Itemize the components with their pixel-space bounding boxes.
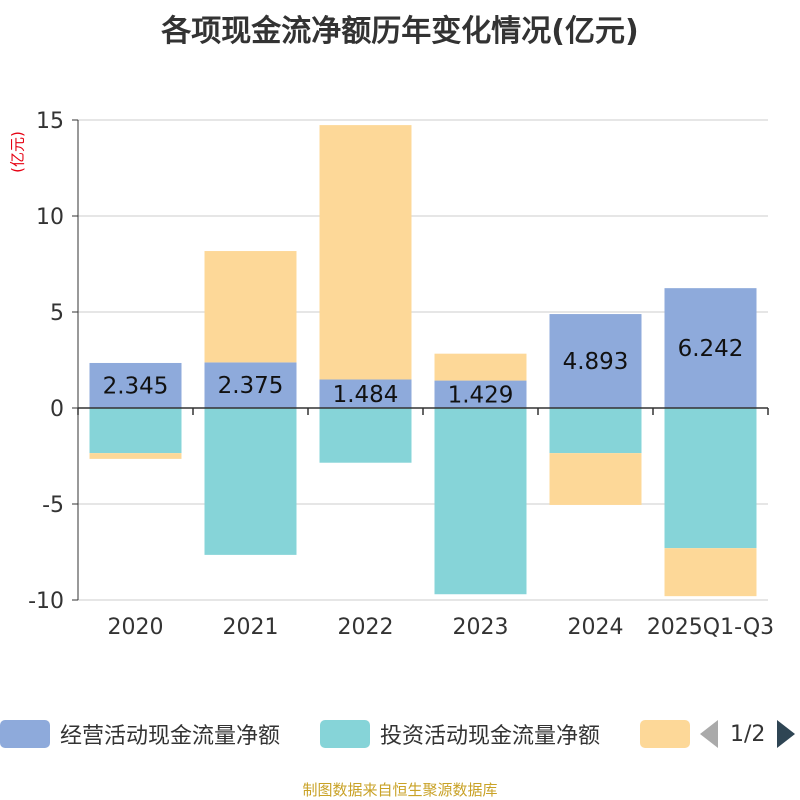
legend-item-financing[interactable]	[640, 716, 690, 752]
x-tick-label: 2022	[338, 615, 394, 640]
bar-operating-2025Q1-Q3	[664, 288, 757, 408]
legend-label: 投资活动现金流量净额	[380, 724, 601, 749]
bar-financing-2024	[549, 453, 642, 505]
bar-operating-2020	[89, 362, 182, 408]
bar-operating-2024	[549, 314, 642, 408]
y-tick-label: -10	[28, 589, 64, 614]
bar-investing-2023	[434, 408, 527, 595]
legend-swatch	[640, 720, 690, 748]
data-label: 6.242	[678, 336, 744, 362]
bar-operating-2021	[204, 362, 297, 408]
bar-investing-2020	[89, 408, 182, 454]
bar-operating-2022	[319, 379, 412, 408]
data-label: 2.345	[103, 373, 169, 399]
data-label: 2.375	[218, 373, 284, 399]
prev-page-icon[interactable]	[700, 720, 718, 748]
data-source: 制图数据来自恒生聚源数据库	[302, 781, 498, 799]
bar-chart: -10 -5 0 5 10 15 2.345 2.375 1.484 1.429 4.893 6.24…	[28, 109, 774, 640]
legend-swatch	[0, 720, 50, 748]
legend-pager: 1/2	[700, 716, 796, 752]
y-tick-label: 5	[50, 301, 64, 326]
bar-financing-2025Q1-Q3	[664, 548, 757, 597]
bar-financing-2023	[434, 353, 527, 381]
bar-operating-2023	[434, 380, 527, 408]
y-tick-label: -5	[42, 493, 64, 518]
chart-title: 各项现金流净额历年变化情况(亿元)	[161, 14, 639, 49]
legend-item-operating[interactable]: 经营活动现金流量净额	[0, 716, 280, 752]
data-label: 1.484	[333, 382, 399, 408]
legend-swatch	[320, 720, 370, 748]
x-tick-label: 2020	[108, 615, 164, 640]
y-tick-label: 15	[36, 109, 64, 134]
x-tick-label: 2024	[568, 615, 624, 640]
bar-investing-2021	[204, 408, 297, 555]
next-page-icon[interactable]	[777, 720, 796, 748]
legend-page-indicator: 1/2	[730, 721, 766, 747]
legend: 经营活动现金流量净额 投资活动现金流量净额 1/2	[0, 716, 800, 752]
legend-label: 经营活动现金流量净额	[60, 724, 281, 749]
data-label: 4.893	[563, 349, 629, 375]
bar-investing-2022	[319, 408, 412, 463]
x-tick-label: 2023	[453, 615, 509, 640]
bar-financing-2021	[204, 251, 297, 363]
legend-item-investing[interactable]: 投资活动现金流量净额	[320, 716, 600, 752]
data-label: 1.429	[448, 382, 514, 408]
bar-financing-2020	[89, 453, 182, 459]
bar-investing-2024	[549, 408, 642, 454]
y-tick-label: 0	[50, 397, 64, 422]
x-tick-label: 2021	[223, 615, 279, 640]
x-tick-label: 2025Q1-Q3	[647, 615, 774, 640]
y-tick-label: 10	[36, 205, 64, 230]
bar-investing-2025Q1-Q3	[664, 408, 757, 549]
bar-financing-2022	[319, 125, 412, 380]
